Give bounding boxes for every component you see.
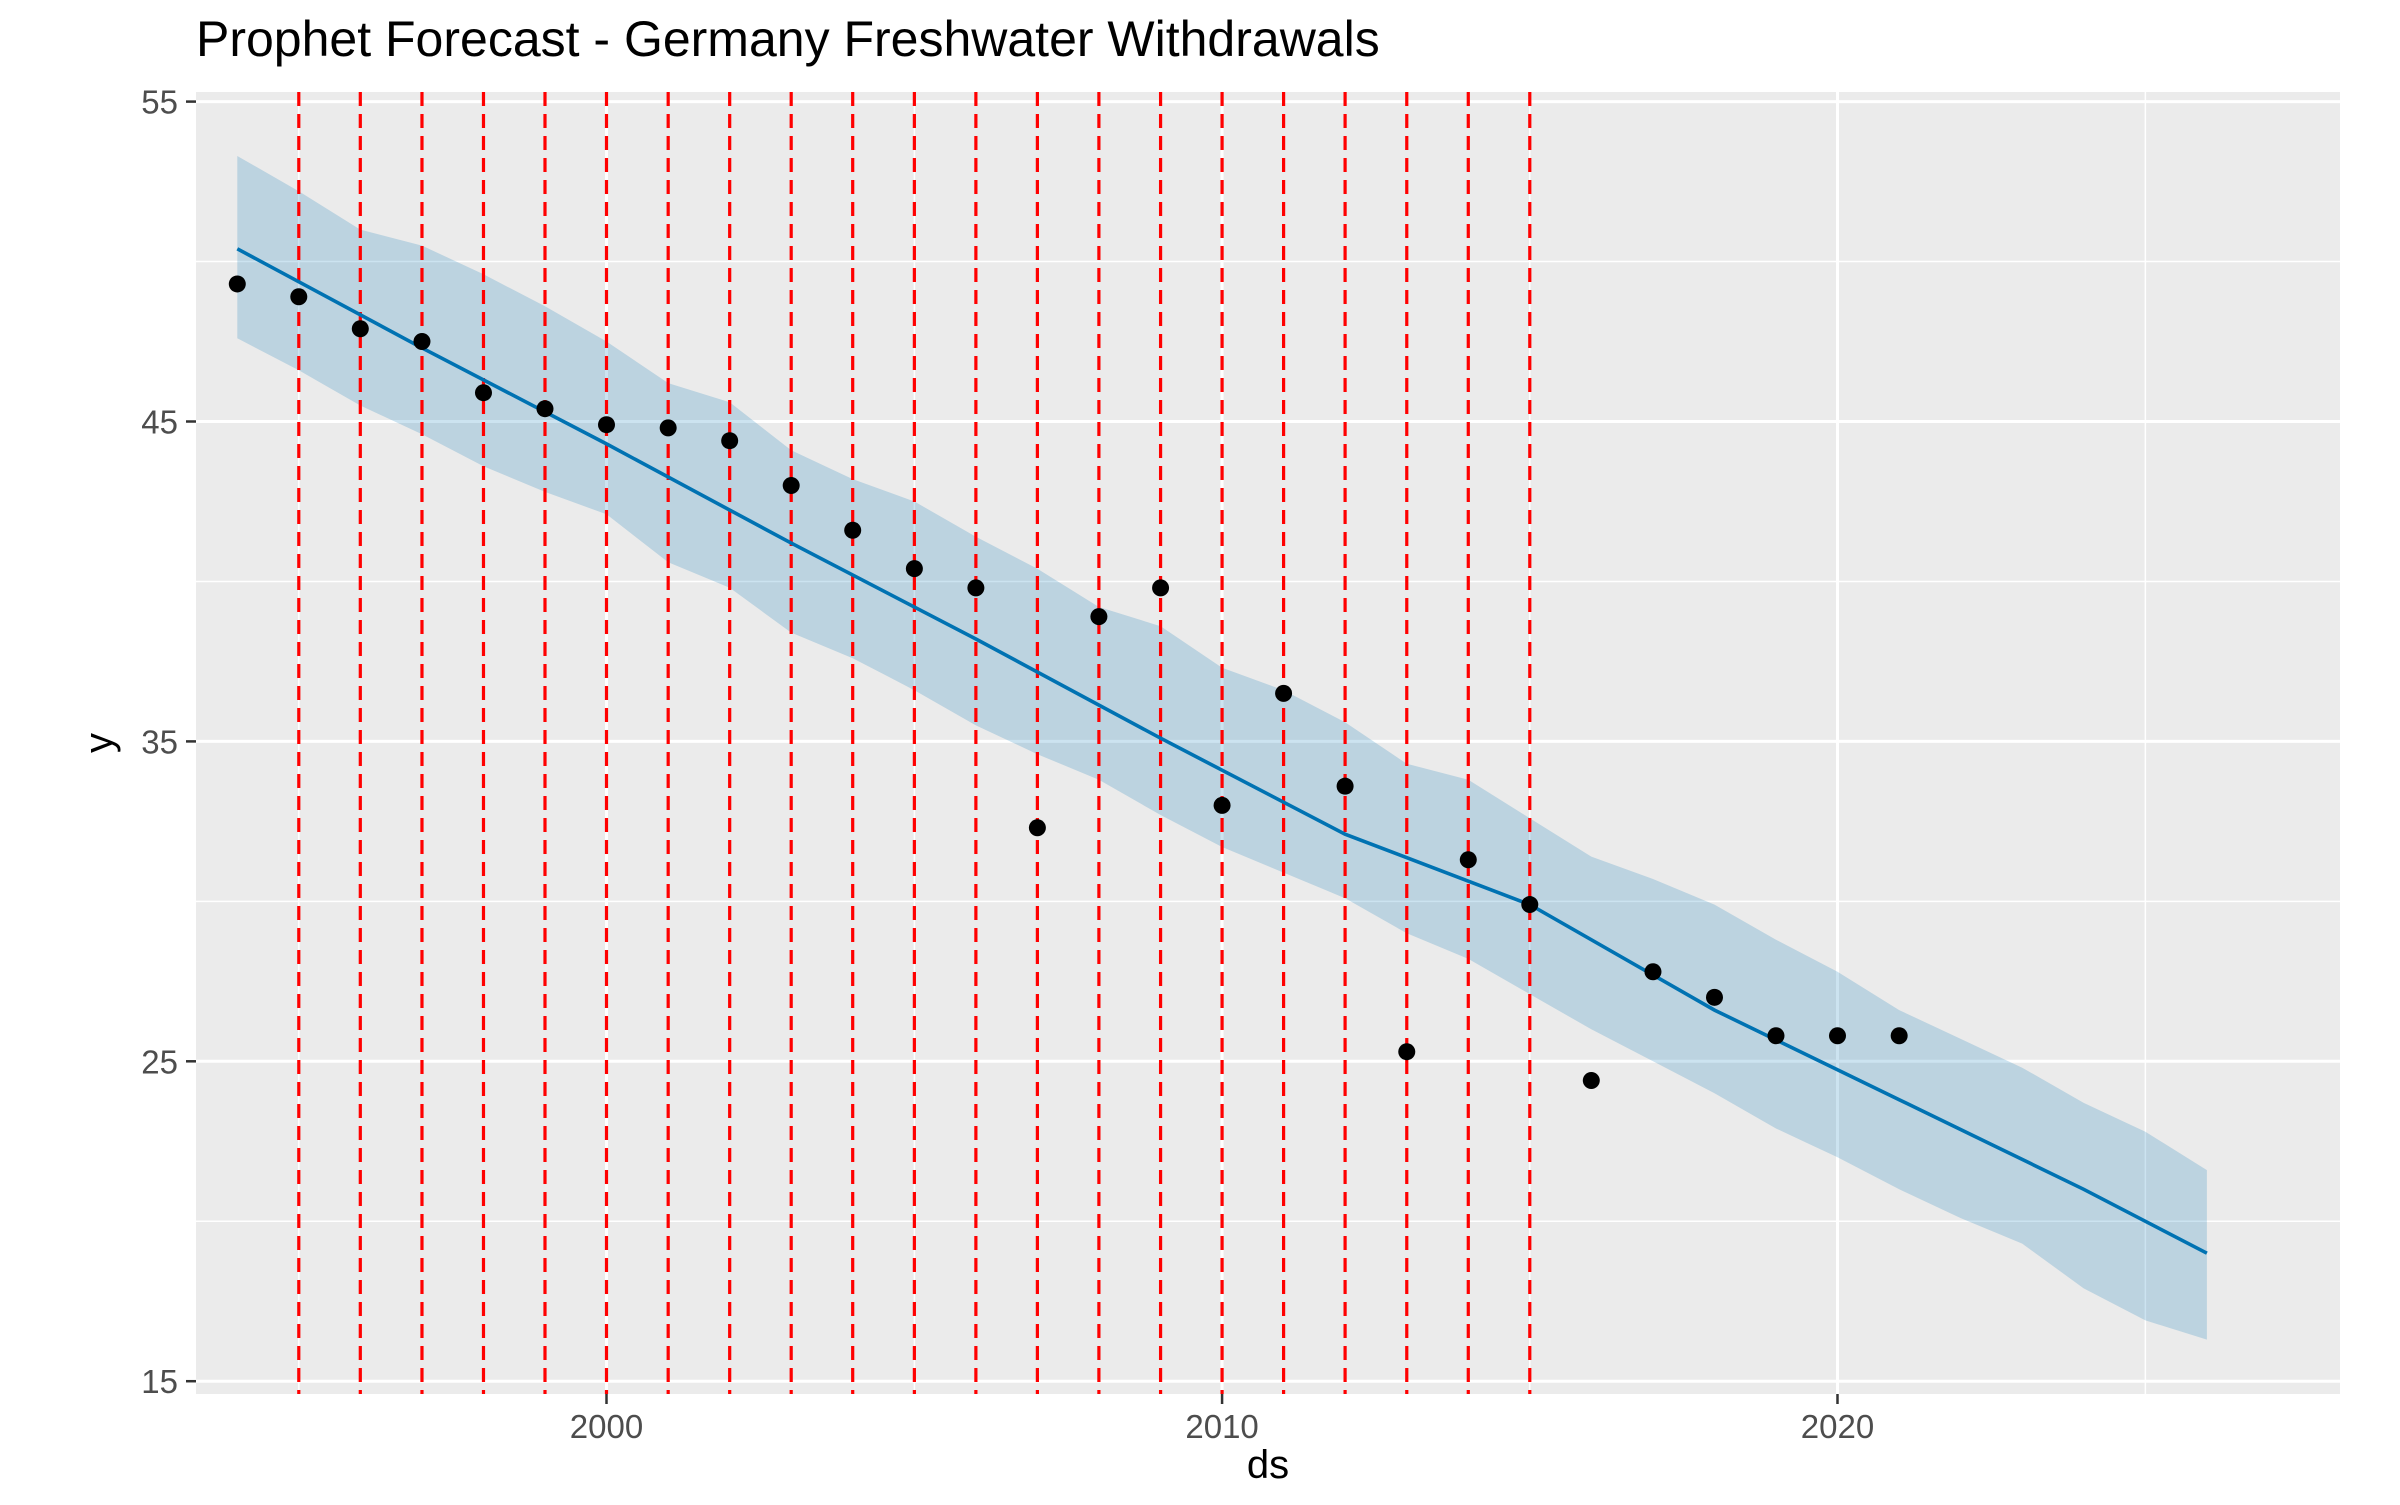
y-tick-label: 45 bbox=[141, 403, 178, 440]
x-tick-label: 2010 bbox=[1185, 1408, 1258, 1445]
x-tick-label: 2000 bbox=[570, 1408, 643, 1445]
y-tick-label: 35 bbox=[141, 723, 178, 760]
changepoint-lines bbox=[297, 92, 1532, 1394]
observed-point bbox=[1090, 608, 1108, 626]
observed-point bbox=[1767, 1027, 1785, 1045]
x-axis-title: ds bbox=[1247, 1443, 1289, 1487]
observed-point bbox=[1644, 963, 1662, 981]
observed-point bbox=[1336, 777, 1354, 795]
observed-point bbox=[597, 416, 615, 434]
observed-point bbox=[1459, 851, 1477, 869]
observed-point bbox=[1213, 796, 1231, 814]
observed-point bbox=[1582, 1071, 1600, 1089]
observed-point bbox=[659, 419, 677, 437]
major-gridlines bbox=[196, 92, 2340, 1394]
observed-point bbox=[844, 521, 862, 539]
observed-point bbox=[1828, 1027, 1846, 1045]
observed-point bbox=[290, 288, 308, 306]
observed-point bbox=[905, 560, 923, 578]
observed-point bbox=[1705, 988, 1723, 1006]
observed-point bbox=[1275, 684, 1293, 702]
x-tick-label: 2020 bbox=[1801, 1408, 1874, 1445]
observed-point bbox=[782, 476, 800, 494]
observed-point bbox=[474, 384, 492, 402]
observed-point bbox=[1028, 819, 1046, 837]
y-axis-title: y bbox=[77, 733, 121, 753]
y-axis: 15 25 35 45 55 bbox=[141, 84, 196, 1400]
y-tick-label: 55 bbox=[141, 84, 178, 121]
observed-point bbox=[536, 400, 554, 418]
observed-point bbox=[1152, 579, 1170, 597]
x-axis: 2000 2010 2020 bbox=[570, 1394, 1874, 1445]
y-tick-label: 25 bbox=[141, 1043, 178, 1080]
observed-point bbox=[351, 320, 369, 338]
observed-point bbox=[228, 275, 246, 293]
observed-points bbox=[228, 275, 1908, 1089]
plot-panel bbox=[196, 92, 2340, 1394]
observed-point bbox=[967, 579, 985, 597]
observed-point bbox=[413, 333, 431, 351]
observed-point bbox=[1890, 1027, 1908, 1045]
observed-point bbox=[1521, 896, 1539, 914]
y-tick-label: 15 bbox=[141, 1363, 178, 1400]
observed-point bbox=[1398, 1043, 1416, 1061]
forecast-trend-line bbox=[236, 247, 2208, 1255]
observed-point bbox=[721, 432, 739, 450]
chart-title: Prophet Forecast - Germany Freshwater Wi… bbox=[196, 11, 1380, 67]
